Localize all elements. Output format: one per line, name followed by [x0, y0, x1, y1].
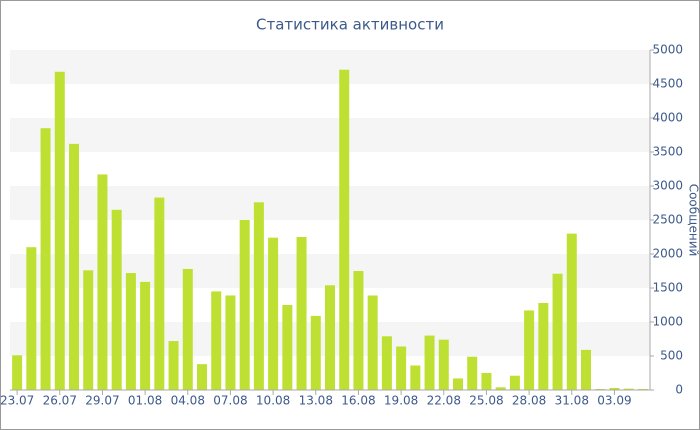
x-tick-label: 07.08 — [213, 394, 247, 408]
x-tick-label: 10.08 — [256, 394, 290, 408]
bar — [396, 346, 407, 390]
bar — [637, 388, 648, 390]
y-tick-label: 0 — [675, 383, 683, 397]
bar — [353, 271, 364, 390]
bar — [225, 295, 236, 390]
bar — [367, 295, 378, 390]
chart-title: Статистика активности — [256, 16, 444, 34]
bar — [296, 237, 307, 390]
bar — [12, 355, 23, 390]
y-tick-label: 5000 — [652, 43, 683, 57]
bar — [481, 373, 492, 390]
grid-band — [10, 118, 650, 152]
x-tick-label: 16.08 — [341, 394, 375, 408]
bar — [339, 69, 350, 390]
bar — [239, 220, 250, 390]
x-tick-label: 13.08 — [299, 394, 333, 408]
bar — [97, 174, 108, 390]
x-tick-label: 19.08 — [384, 394, 418, 408]
bar — [623, 388, 634, 390]
bar — [495, 387, 506, 390]
y-tick-label: 3500 — [652, 145, 683, 159]
bar — [552, 273, 563, 390]
bar — [609, 387, 620, 390]
bar — [140, 281, 151, 390]
bar — [211, 291, 222, 390]
grid-band — [10, 50, 650, 84]
y-tick-label: 4500 — [652, 77, 683, 91]
bar — [26, 247, 37, 390]
y-tick-label: 1000 — [652, 315, 683, 329]
y-tick-label: 3000 — [652, 179, 683, 193]
x-tick-label: 28.08 — [512, 394, 546, 408]
bar — [197, 364, 207, 390]
bar — [40, 128, 51, 390]
x-tick-label: 29.07 — [85, 394, 119, 408]
bar — [566, 233, 577, 390]
bar — [182, 268, 193, 390]
x-tick-label: 03.09 — [597, 394, 631, 408]
y-axis-label: Сообщений — [687, 184, 700, 257]
bar — [538, 302, 549, 390]
bar — [453, 378, 463, 390]
x-tick-label: 25.08 — [469, 394, 503, 408]
bar — [524, 310, 535, 390]
bar — [253, 202, 264, 390]
y-tick-label: 1500 — [652, 281, 683, 295]
bar — [54, 71, 65, 390]
x-tick-label: 31.08 — [555, 394, 589, 408]
x-tick-label: 04.08 — [171, 394, 205, 408]
y-tick-label: 500 — [660, 349, 683, 363]
bar — [410, 365, 421, 390]
bar — [268, 237, 279, 390]
x-tick-label: 01.08 — [128, 394, 162, 408]
bar — [509, 375, 520, 390]
x-tick-label: 23.07 — [0, 394, 34, 408]
bar — [424, 335, 435, 390]
bar — [154, 197, 165, 390]
bar — [111, 209, 122, 390]
bar — [325, 285, 335, 390]
bar — [125, 273, 136, 390]
y-tick-label: 2000 — [652, 247, 683, 261]
bar — [595, 388, 606, 390]
bar — [168, 341, 179, 390]
bar — [282, 305, 293, 390]
bar — [438, 339, 449, 390]
bar — [381, 336, 392, 390]
bar — [69, 143, 79, 390]
x-tick-label: 26.07 — [43, 394, 77, 408]
bar — [310, 315, 321, 390]
x-tick-label: 22.08 — [427, 394, 461, 408]
y-tick-label: 4000 — [652, 111, 683, 125]
y-tick-label: 2500 — [652, 213, 683, 227]
bar — [83, 270, 94, 390]
bar — [581, 349, 591, 390]
bar — [467, 356, 478, 390]
